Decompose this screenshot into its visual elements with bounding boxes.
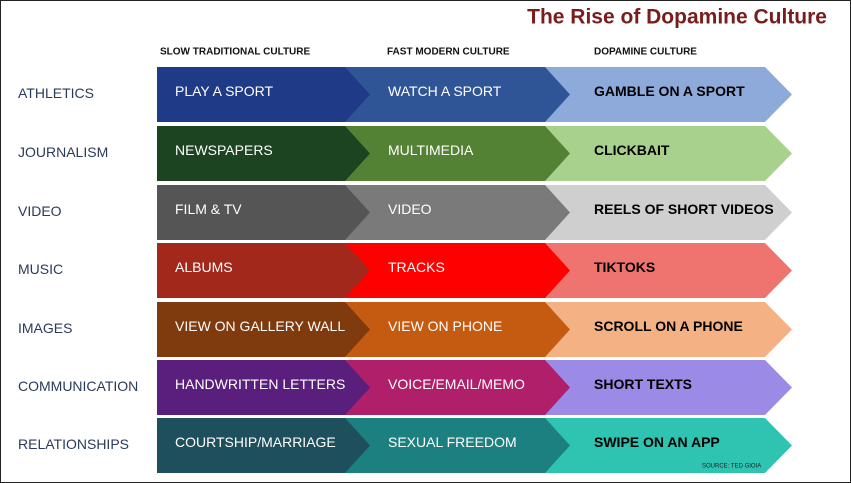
arrow: [157, 418, 370, 473]
row-label: COMMUNICATION: [18, 378, 138, 394]
cell-text: COURTSHIP/MARRIAGE: [175, 434, 336, 450]
arrow: [345, 302, 570, 357]
column-header: FAST MODERN CULTURE: [387, 47, 510, 58]
cell-text: VOICE/EMAIL/MEMO: [388, 376, 525, 392]
row-label: RELATIONSHIPS: [18, 436, 129, 452]
row-label: MUSIC: [18, 261, 63, 277]
arrow: [157, 126, 370, 181]
cell-text: SCROLL ON A PHONE: [594, 318, 743, 334]
cell-text: SHORT TEXTS: [594, 376, 692, 392]
arrow: [545, 67, 792, 122]
arrow: [345, 418, 570, 473]
arrow: [545, 418, 792, 473]
source: SOURCE: TED GIOIA: [702, 464, 761, 470]
arrow: [157, 185, 370, 240]
arrow: [545, 126, 792, 181]
arrow: [157, 243, 370, 298]
arrow: [545, 360, 792, 415]
arrow: [545, 302, 792, 357]
cell-text: VIEW ON GALLERY WALL: [175, 318, 345, 334]
row-label: JOURNALISM: [18, 144, 108, 160]
cell-text: TIKTOKS: [594, 259, 655, 275]
row-label: IMAGES: [18, 320, 72, 336]
arrow: [345, 67, 570, 122]
cell-text: NEWSPAPERS: [175, 142, 273, 158]
cell-text: PLAY A SPORT: [175, 83, 274, 99]
arrow: [345, 126, 570, 181]
title: The Rise of Dopamine Culture: [527, 6, 827, 29]
cell-text: REELS OF SHORT VIDEOS: [594, 201, 774, 217]
cell-text: GAMBLE ON A SPORT: [594, 83, 745, 99]
column-header: DOPAMINE CULTURE: [594, 47, 697, 58]
arrow: [157, 67, 370, 122]
arrow: [345, 360, 570, 415]
cell-text: SEXUAL FREEDOM: [388, 434, 517, 450]
column-header: SLOW TRADITIONAL CULTURE: [160, 47, 311, 58]
arrow: [545, 243, 792, 298]
arrow: [157, 302, 370, 357]
cell-text: ALBUMS: [175, 259, 233, 275]
rows: ATHLETICS PLAY A SPORT WATCH A SPORT GAMBLE…: [18, 67, 792, 473]
cell-text: CLICKBAIT: [594, 142, 670, 158]
arrow: [345, 243, 570, 298]
row-label: VIDEO: [18, 203, 62, 219]
arrow: [545, 185, 792, 240]
arrow: [345, 185, 570, 240]
cell-text: VIEW ON PHONE: [388, 318, 502, 334]
cell-text: VIDEO: [388, 201, 432, 217]
row-label: ATHLETICS: [18, 85, 94, 101]
cell-text: MULTIMEDIA: [388, 142, 474, 158]
cell-text: HANDWRITTEN LETTERS: [175, 376, 345, 392]
arrow: [157, 360, 370, 415]
cell-text: FILM & TV: [175, 201, 242, 217]
cell-text: WATCH A SPORT: [388, 83, 502, 99]
cell-text: SWIPE ON AN APP: [594, 434, 720, 450]
cell-text: TRACKS: [388, 259, 445, 275]
